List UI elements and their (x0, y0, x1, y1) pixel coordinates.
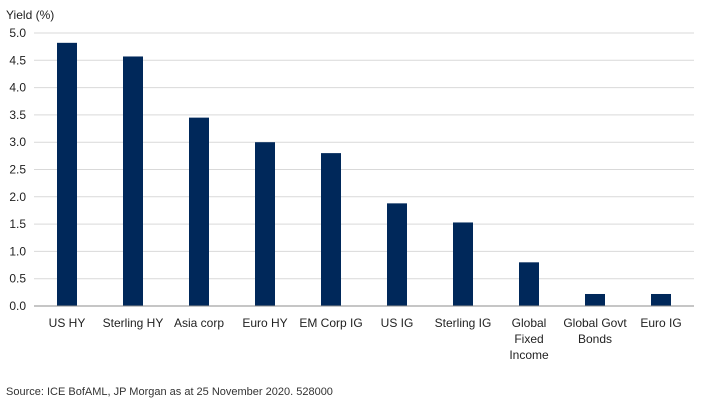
bar (321, 153, 341, 306)
x-tick-label: Sterling HY (103, 316, 164, 330)
x-tick-label: Income (509, 348, 549, 362)
y-tick-label: 3.5 (9, 108, 26, 122)
y-axis-label: Yield (%) (6, 8, 54, 22)
y-axis-ticks: 0.0 0.5 1.0 1.5 2.0 2.5 3.0 3.5 4.0 4.5 5.0 (9, 26, 26, 313)
y-tick-label: 1.0 (9, 244, 26, 258)
y-tick-label: 4.5 (9, 53, 26, 67)
y-tick-label: 2.5 (9, 163, 26, 177)
bar (255, 142, 275, 306)
bar (519, 262, 539, 306)
bar (57, 42, 77, 306)
bar (651, 293, 671, 306)
bar (123, 56, 143, 307)
x-tick-label: US HY (49, 316, 86, 330)
x-tick-label: EM Corp IG (299, 316, 362, 330)
bar (585, 293, 605, 306)
bar (387, 203, 407, 306)
x-tick-label: Global (512, 316, 547, 330)
y-tick-label: 2.0 (9, 190, 26, 204)
x-tick-label: Euro IG (640, 316, 681, 330)
x-tick-label: Global Govt (563, 316, 627, 330)
x-tick-label: Asia corp (174, 316, 224, 330)
bars (57, 42, 671, 307)
x-tick-label: Euro HY (242, 316, 287, 330)
y-tick-label: 3.0 (9, 135, 26, 149)
source-note: Source: ICE BofAML, JP Morgan as at 25 N… (6, 386, 333, 398)
y-tick-label: 0.5 (9, 272, 26, 286)
x-tick-label: US IG (381, 316, 414, 330)
y-tick-label: 0.0 (9, 299, 26, 313)
x-axis-labels: US HY Sterling HY Asia corp Euro HY EM Corp … (49, 316, 682, 362)
y-tick-label: 1.5 (9, 217, 26, 231)
x-tick-label: Fixed (514, 332, 543, 346)
x-tick-label: Sterling IG (435, 316, 492, 330)
x-tick-label: Bonds (578, 332, 612, 346)
bar (453, 222, 473, 306)
bar (189, 117, 209, 306)
y-tick-label: 4.0 (9, 81, 26, 95)
gridlines (34, 32, 694, 280)
y-tick-label: 5.0 (9, 26, 26, 40)
